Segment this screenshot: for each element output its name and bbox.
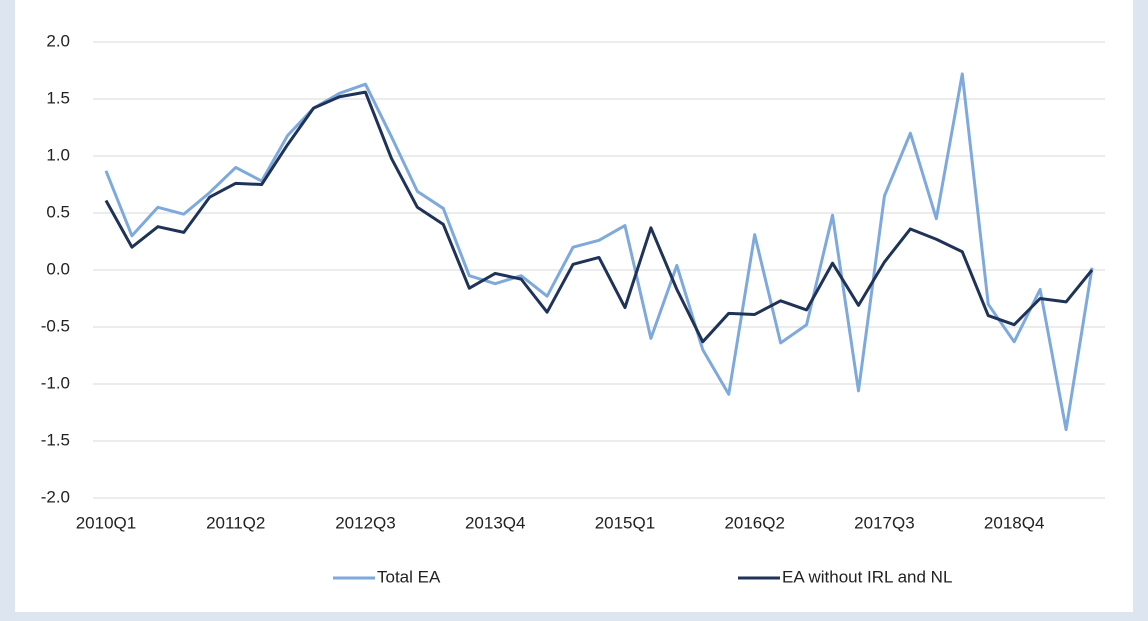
series-line — [104, 72, 1094, 432]
y-tick-label: -0.5 — [41, 316, 70, 335]
x-tick-label: 2010Q1 — [76, 513, 137, 532]
series-line — [104, 90, 1094, 344]
legend-label: Total EA — [377, 567, 441, 586]
x-tick-label: 2018Q4 — [984, 513, 1045, 532]
legend-label: EA without IRL and NL — [782, 567, 952, 586]
y-tick-label: 1.0 — [46, 145, 70, 164]
y-tick-label: -1.5 — [41, 430, 70, 449]
y-tick-label: 1.5 — [46, 88, 70, 107]
x-tick-label: 2013Q4 — [465, 513, 526, 532]
y-tick-label: -1.0 — [41, 373, 70, 392]
y-tick-label: -2.0 — [41, 487, 70, 506]
x-tick-label: 2017Q3 — [854, 513, 915, 532]
x-tick-label: 2016Q2 — [724, 513, 785, 532]
y-tick-label: 0.0 — [46, 259, 70, 278]
x-tick-label: 2011Q2 — [206, 513, 265, 532]
y-tick-label: 2.0 — [46, 31, 70, 50]
chart-area — [15, 0, 1133, 612]
x-tick-label: 2012Q3 — [335, 513, 396, 532]
y-tick-label: 0.5 — [46, 202, 70, 221]
x-tick-label: 2015Q1 — [595, 513, 656, 532]
